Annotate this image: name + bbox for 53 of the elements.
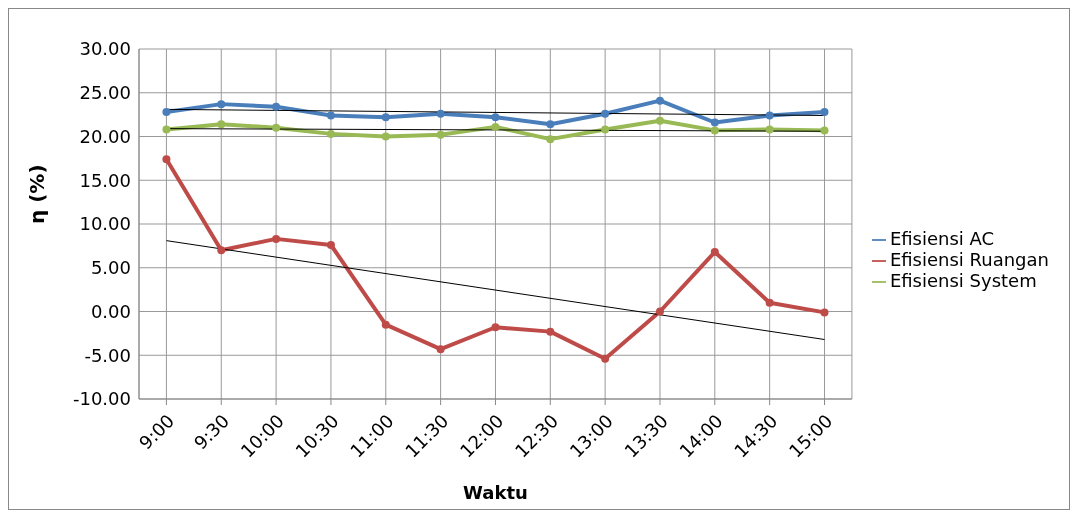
point — [820, 108, 829, 116]
y-tick-label: 15.00 — [79, 169, 131, 191]
point — [820, 308, 829, 317]
point — [765, 125, 774, 134]
x-axis-title: Waktu — [463, 482, 528, 503]
y-tick-label: 5.00 — [90, 257, 131, 279]
y-tick-label: 10.00 — [79, 213, 131, 235]
point — [381, 132, 390, 141]
y-tick-label: -10.00 — [72, 388, 131, 410]
point — [217, 246, 226, 255]
point — [217, 100, 226, 109]
point — [436, 130, 445, 139]
point — [765, 298, 774, 307]
y-tick-label: 25.00 — [79, 82, 131, 104]
point — [162, 125, 171, 134]
point — [601, 354, 610, 363]
point — [546, 135, 555, 144]
point — [381, 320, 390, 329]
y-tick-label: 0.00 — [90, 300, 131, 322]
point — [765, 111, 774, 120]
point — [710, 118, 719, 127]
point — [546, 120, 555, 129]
point — [436, 109, 445, 118]
point — [820, 126, 829, 135]
y-axis-title: η (%) — [25, 164, 50, 224]
point — [601, 125, 610, 134]
legend-label: Efisiensi Ruangan — [889, 248, 1049, 270]
point — [436, 345, 445, 354]
y-tick-label: 20.00 — [79, 125, 131, 147]
point — [162, 108, 171, 116]
point — [546, 327, 555, 336]
point — [710, 126, 719, 135]
point — [381, 113, 390, 122]
point — [655, 307, 664, 316]
point — [710, 248, 719, 256]
point — [326, 241, 335, 249]
point — [655, 116, 664, 125]
point — [326, 129, 335, 138]
point — [326, 111, 335, 120]
point — [491, 122, 500, 131]
point — [272, 234, 281, 243]
point — [491, 323, 500, 332]
point — [655, 96, 664, 105]
point — [601, 109, 610, 118]
legend-label: Efisiensi System — [889, 269, 1037, 291]
y-tick-label: 30.00 — [79, 38, 131, 60]
y-tick-label: -5.00 — [84, 344, 131, 366]
legend-label: Efisiensi AC — [889, 227, 995, 249]
point — [491, 113, 500, 122]
point — [272, 123, 281, 132]
point — [162, 155, 171, 164]
point — [217, 120, 226, 129]
point — [272, 102, 281, 111]
